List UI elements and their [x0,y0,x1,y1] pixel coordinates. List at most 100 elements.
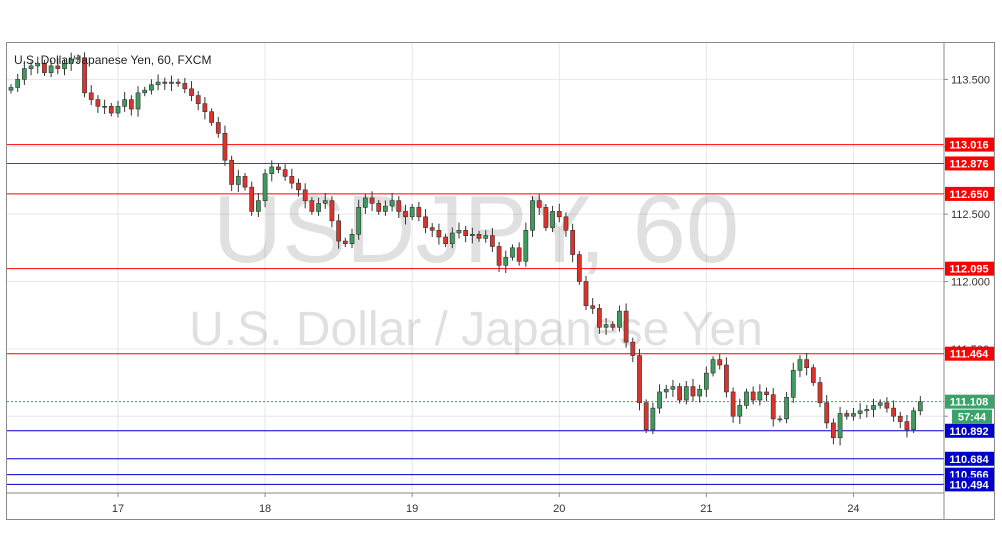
candle [563,212,569,237]
resistance-level-label: 112.650 [949,189,988,201]
candle-body [149,84,154,91]
candle [590,298,596,314]
candle [917,396,923,416]
candle [276,163,281,174]
resistance-level-label-bg [945,261,994,276]
candle [737,398,743,424]
candle-body [409,207,415,218]
candle-body [102,106,107,108]
candle [810,364,816,386]
candle [235,169,241,193]
time-axis: 17 18 19 20 21 24 [7,492,944,515]
candle [857,403,863,420]
candle [503,250,509,273]
candle-body [556,211,562,218]
time-tick-label: 17 [112,503,124,515]
candle [490,227,495,252]
chart-title: U.S. Dollar/Japanese Yen, 60, FXCM [14,53,212,67]
candle-body [269,166,275,174]
candle [570,223,576,263]
candle [443,233,448,248]
candle [416,201,422,222]
candle-body [209,111,214,123]
candle-body [403,211,408,218]
candle [62,58,67,76]
candle [429,223,435,237]
candle-body [737,405,743,417]
candle-body [703,372,709,390]
candle [35,56,41,74]
candle-body [169,81,174,84]
candle [764,387,769,402]
candle [677,383,682,404]
candle [576,251,582,285]
candle-body [576,254,582,282]
candle [309,197,315,215]
candle [362,193,368,214]
candle [202,97,208,120]
candle [209,108,214,126]
candle-body [329,200,335,222]
candle [550,205,555,233]
candle-body [697,388,703,397]
candle [169,75,174,92]
candle-body [717,359,723,366]
candle [229,155,235,192]
candle-body [790,370,796,398]
candle [403,204,408,225]
price-tick-label: 112.000 [951,276,990,288]
candle [149,79,154,95]
candle [831,418,836,445]
candle [824,395,830,429]
candle-body [108,106,114,114]
candle-body [750,391,756,401]
candle [770,388,776,427]
candle [610,321,616,331]
candle-body [128,99,134,110]
resistance-level-label: 111.464 [950,349,989,361]
candle-body [891,407,896,417]
candle [884,397,890,413]
candle [115,100,121,118]
candle-body [831,422,836,439]
candle [690,378,696,402]
candle [904,414,910,438]
watermark: USDJPY, 60 U.S. Dollar / Japanese Yen [189,176,763,356]
candle-body [135,92,141,110]
candle-body [302,189,308,201]
candle [349,228,355,249]
candle [68,52,74,71]
candle-body [597,308,602,328]
candle [897,411,903,429]
last-price-label: 111.108 [950,397,989,409]
candle-body [235,176,241,185]
candle-body [396,200,402,212]
candle [175,78,181,87]
candle [155,74,161,91]
candle [650,402,656,435]
candle [215,116,221,138]
candle-body [550,211,555,228]
candle [790,362,796,403]
candle-body [724,364,729,393]
chart-frame [6,42,995,520]
candle-body [443,236,448,245]
candles [8,52,923,446]
candle [724,357,729,398]
candle-body [650,407,656,430]
candle [864,405,870,418]
candle [556,203,562,223]
candle [282,164,288,181]
support-level-label-bg [945,423,994,438]
watermark-symbol: USDJPY, 60 [213,176,740,283]
candle-body [897,415,903,422]
candle [777,415,783,423]
time-tick-label: 20 [553,503,565,515]
candle-body [28,65,34,69]
candle-body [162,81,168,84]
candle-body [222,132,228,161]
candle-body [683,386,689,401]
grid [7,43,944,493]
candle-body [804,359,810,369]
